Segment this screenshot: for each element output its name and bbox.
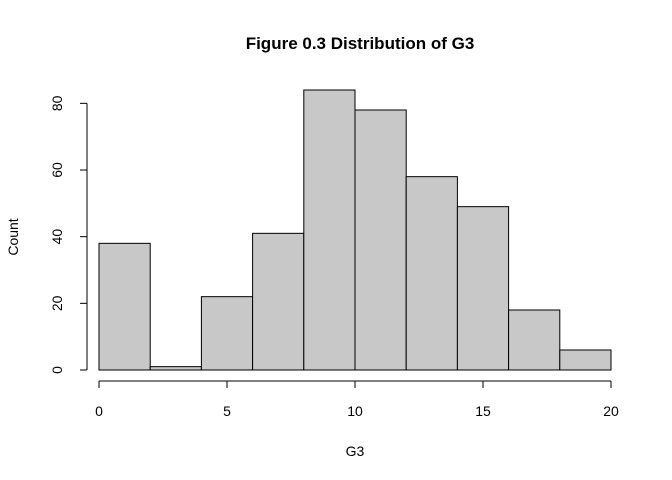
x-axis: 0 5 10 15 20 bbox=[95, 380, 619, 419]
histogram-bar bbox=[303, 89, 356, 371]
x-ticks: 0 5 10 15 20 bbox=[95, 381, 619, 419]
x-tick-label: 15 bbox=[475, 403, 491, 419]
histogram-bar bbox=[149, 366, 202, 371]
y-tick-label: 40 bbox=[49, 229, 65, 245]
bars-group bbox=[98, 89, 612, 371]
histogram-bar bbox=[200, 296, 254, 371]
x-tick-label: 0 bbox=[95, 403, 103, 419]
x-axis-label: G3 bbox=[346, 443, 365, 459]
y-axis: 0 20 40 60 80 bbox=[49, 95, 88, 374]
histogram-bar bbox=[456, 206, 510, 371]
y-tick-label: 0 bbox=[49, 366, 65, 374]
chart-title: Figure 0.3 Distribution of G3 bbox=[246, 34, 475, 53]
y-tick-label: 20 bbox=[49, 295, 65, 311]
histogram-bar bbox=[559, 349, 612, 371]
histogram-bar bbox=[252, 232, 305, 371]
histogram-bar bbox=[508, 309, 561, 371]
histogram-bar bbox=[98, 242, 151, 371]
y-tick-label: 60 bbox=[49, 162, 65, 178]
y-ticks: 0 20 40 60 80 bbox=[49, 95, 87, 374]
x-tick-label: 5 bbox=[223, 403, 231, 419]
histogram-bar bbox=[405, 176, 458, 371]
histogram-bar bbox=[354, 109, 407, 371]
y-axis-label: Count bbox=[5, 218, 21, 255]
x-tick-label: 10 bbox=[347, 403, 363, 419]
y-tick-label: 80 bbox=[49, 95, 65, 111]
x-tick-label: 20 bbox=[603, 403, 619, 419]
